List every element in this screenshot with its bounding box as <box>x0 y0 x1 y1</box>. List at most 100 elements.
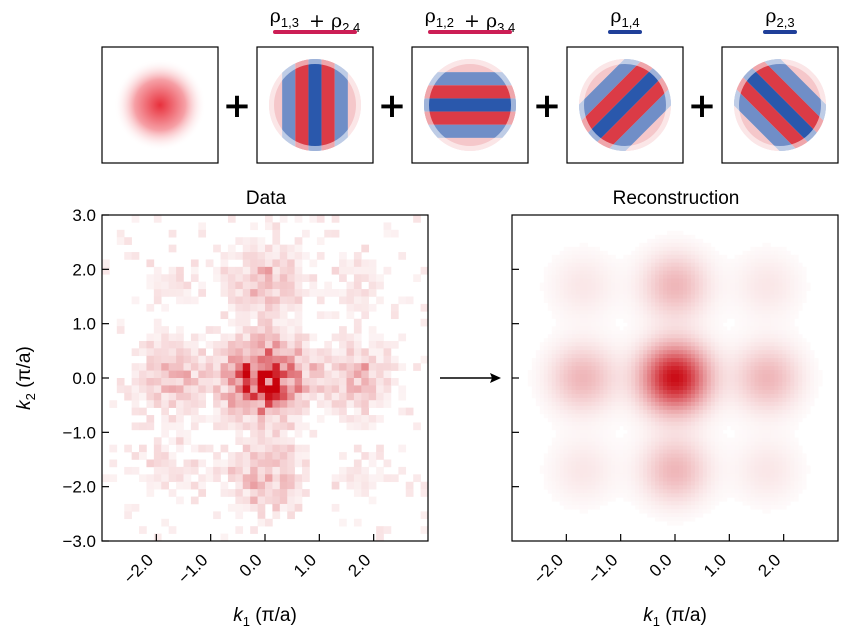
heatmap-cell <box>551 405 557 411</box>
heatmap-cell <box>615 481 620 486</box>
heatmap-cell <box>750 497 755 502</box>
heatmap-cell <box>738 477 743 482</box>
heatmap-cell <box>587 250 592 256</box>
heatmap-cell <box>758 405 763 411</box>
heatmap-cell <box>242 348 251 357</box>
heatmap-cell <box>607 318 612 323</box>
heatmap-cell <box>220 348 229 357</box>
heatmap-cell <box>639 461 644 466</box>
heatmap-cell <box>635 461 640 466</box>
heatmap-cell <box>655 409 660 415</box>
heatmap-cell <box>287 252 295 260</box>
heatmap-cell <box>635 274 640 280</box>
heatmap-cell <box>730 338 736 343</box>
heatmap-cell <box>698 354 704 359</box>
heatmap-cell <box>619 258 624 264</box>
heatmap-cell <box>583 457 588 462</box>
heatmap-cell <box>571 366 577 371</box>
heatmap-cell <box>698 306 704 311</box>
heatmap-cell <box>667 318 672 323</box>
heatmap-cell <box>706 429 712 435</box>
heatmap-cell <box>750 489 755 494</box>
heatmap-cell <box>555 310 561 315</box>
heatmap-cell <box>615 282 620 287</box>
heatmap-cell <box>651 401 656 407</box>
heatmap-cell <box>599 429 604 435</box>
heatmap-cell <box>579 322 584 327</box>
heatmap-cell <box>730 342 736 347</box>
heatmap-cell <box>567 346 573 351</box>
heatmap-cell <box>591 246 596 252</box>
heatmap-cell <box>547 393 553 399</box>
heatmap-cell <box>639 358 644 363</box>
heatmap-cell <box>655 250 660 256</box>
heatmap-cell <box>607 254 612 260</box>
term-pattern <box>114 59 206 151</box>
heatmap-cell <box>559 354 565 359</box>
heatmap-cell <box>279 503 288 512</box>
heatmap-cell <box>690 362 696 367</box>
heatmap-cell <box>651 342 656 347</box>
heatmap-cell <box>279 266 288 275</box>
heatmap-cell <box>722 457 728 462</box>
heatmap-cell <box>671 278 676 283</box>
heatmap-cell <box>235 281 244 290</box>
heatmap-cell <box>595 322 600 327</box>
heatmap-cell <box>183 340 192 349</box>
heatmap-cell <box>619 437 624 443</box>
heatmap-cell <box>726 449 732 454</box>
heatmap-cell <box>682 441 688 446</box>
heatmap-cell <box>583 342 588 347</box>
heatmap-cell <box>774 370 779 375</box>
heatmap-cell <box>543 481 549 486</box>
heatmap-cell <box>694 513 700 518</box>
heatmap-cell <box>242 481 251 490</box>
heatmap-cell <box>671 302 676 307</box>
heatmap-cell <box>591 326 596 331</box>
heatmap-cell <box>579 473 584 478</box>
heatmap-cell <box>746 413 751 419</box>
heatmap-cell <box>698 334 704 339</box>
heatmap-cell <box>651 477 656 482</box>
heatmap-cell <box>718 381 724 387</box>
heatmap-cell <box>770 318 775 323</box>
heatmap-cell <box>176 266 184 275</box>
heatmap-cell <box>591 385 596 391</box>
heatmap-cell <box>663 270 668 276</box>
heatmap-cell <box>706 358 712 363</box>
heatmap-cell <box>738 465 743 470</box>
heatmap-cell <box>718 278 724 283</box>
heatmap-cell <box>671 497 676 502</box>
heatmap-cell <box>627 497 632 502</box>
heatmap-cell <box>543 393 549 399</box>
heatmap-cell <box>671 254 676 260</box>
heatmap-cell <box>742 366 747 371</box>
heatmap-cell <box>599 489 604 494</box>
heatmap-cell <box>667 334 672 339</box>
heatmap-cell <box>611 258 616 264</box>
heatmap-cell <box>599 449 604 454</box>
heatmap-cell <box>627 461 632 466</box>
heatmap-cell <box>579 246 584 252</box>
heatmap-cell <box>663 318 668 323</box>
term-pattern <box>734 59 826 151</box>
heatmap-cell <box>559 389 565 395</box>
heatmap-cell <box>611 421 616 427</box>
heatmap-cell <box>718 374 724 379</box>
heatmap-cell <box>161 518 169 527</box>
heatmap-cell <box>678 366 684 371</box>
heatmap-cell <box>603 417 608 423</box>
heatmap-cell <box>543 366 549 371</box>
heatmap-cell <box>750 381 755 387</box>
heatmap-cell <box>639 302 644 307</box>
heatmap-cell <box>698 453 704 458</box>
heatmap-cell <box>718 294 724 299</box>
heatmap-cell <box>702 509 708 514</box>
heatmap-cell <box>651 254 656 260</box>
heatmap-cell <box>702 381 708 387</box>
heatmap-cell <box>555 421 561 427</box>
heatmap-cell <box>750 290 755 295</box>
heatmap-cell <box>376 415 384 423</box>
heatmap-cell <box>734 393 740 399</box>
heatmap-cell <box>579 501 584 506</box>
